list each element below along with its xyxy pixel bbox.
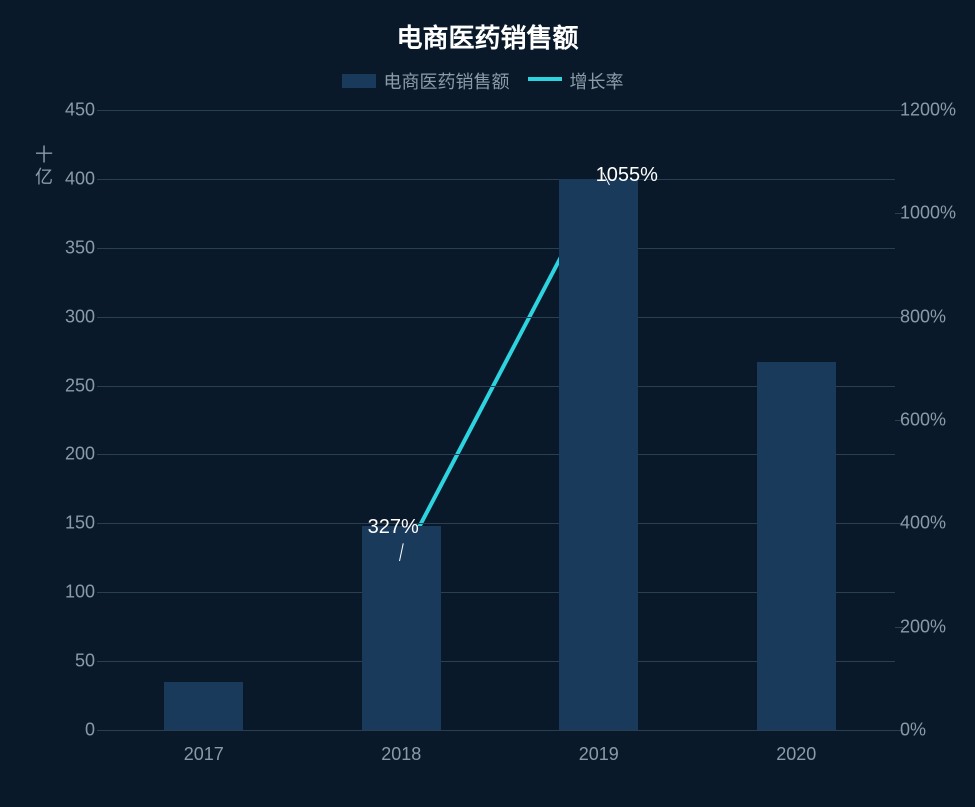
bar <box>757 362 836 730</box>
y-left-tick <box>97 317 105 318</box>
grid-line <box>105 179 895 180</box>
y-left-tick-label: 0 <box>50 720 95 741</box>
bar <box>362 526 441 730</box>
y-left-tick-label: 100 <box>50 582 95 603</box>
y-right-tick-label: 200% <box>900 616 970 637</box>
y-left-tick-label: 250 <box>50 375 95 396</box>
chart-title: 电商医药销售额 <box>0 18 975 55</box>
y-left-tick <box>97 179 105 180</box>
y-right-tick-label: 800% <box>900 306 970 327</box>
y-left-tick <box>97 523 105 524</box>
y-right-tick-label: 400% <box>900 513 970 534</box>
y-left-tick <box>97 661 105 662</box>
y-left-tick <box>97 454 105 455</box>
legend-swatch-line <box>528 77 562 81</box>
bar <box>164 682 243 730</box>
grid-line <box>105 317 895 318</box>
chart-legend: 电商医药销售额 增长率 <box>0 68 975 94</box>
y-left-tick-label: 300 <box>50 306 95 327</box>
x-tick-label: 2018 <box>351 744 451 765</box>
y-left-tick <box>97 110 105 111</box>
y-right-tick-label: 600% <box>900 410 970 431</box>
y-right-tick-label: 0% <box>900 720 970 741</box>
bar <box>559 179 638 730</box>
y-left-tick-label: 400 <box>50 168 95 189</box>
legend-label-line: 增长率 <box>570 68 624 94</box>
legend-swatch-bar <box>342 74 376 88</box>
y-left-tick <box>97 730 105 731</box>
grid-line <box>105 248 895 249</box>
line-data-label: 1055% <box>596 164 658 187</box>
y-left-tick-label: 200 <box>50 444 95 465</box>
line-data-label: 327% <box>368 516 419 539</box>
y-left-tick-label: 450 <box>50 100 95 121</box>
y-left-tick <box>97 248 105 249</box>
x-axis-line <box>105 730 895 731</box>
y-right-tick-label: 1200% <box>900 100 970 121</box>
legend-label-bar: 电商医药销售额 <box>384 68 510 94</box>
y-left-tick <box>97 592 105 593</box>
y-left-tick-label: 150 <box>50 513 95 534</box>
plot-area: 0501001502002503003504004500%200%400%600… <box>105 110 895 730</box>
y-left-tick <box>97 386 105 387</box>
grid-line <box>105 110 895 111</box>
y-right-tick-label: 1000% <box>900 203 970 224</box>
x-tick-label: 2019 <box>549 744 649 765</box>
x-tick-label: 2017 <box>154 744 254 765</box>
y-left-tick-label: 50 <box>50 651 95 672</box>
chart-container: 电商医药销售额 电商医药销售额 增长率 十亿 05010015020025030… <box>0 0 975 807</box>
y-left-tick-label: 350 <box>50 237 95 258</box>
x-tick-label: 2020 <box>746 744 846 765</box>
